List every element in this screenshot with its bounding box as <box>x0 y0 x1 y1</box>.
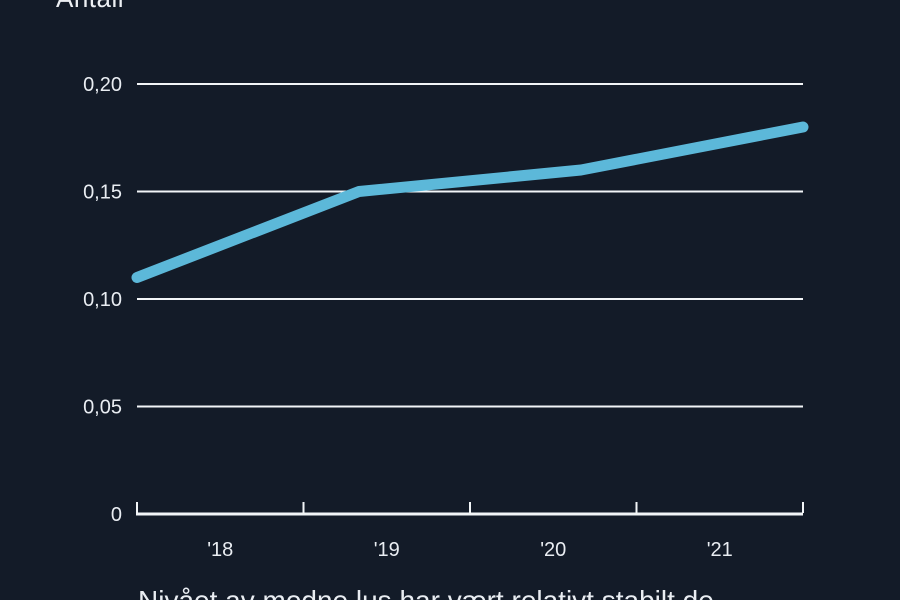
y-axis-tick-label: 0 <box>111 504 122 526</box>
x-axis-tick-label: '19 <box>374 539 400 561</box>
y-axis-tick-label: 0,20 <box>83 74 122 96</box>
y-axis-tick-label: 0,10 <box>83 289 122 311</box>
x-axis-tick-label: '21 <box>707 539 733 561</box>
chart-caption: Nivået av modne lus har vært relativt st… <box>138 584 714 600</box>
x-axis-tick-label: '20 <box>540 539 566 561</box>
y-axis-tick-label: 0,15 <box>83 182 122 204</box>
y-axis-tick-label: 0,05 <box>83 397 122 419</box>
x-axis-tick-label: '18 <box>207 539 233 561</box>
data-line-series <box>131 121 809 283</box>
chart-title: Antall <box>56 0 124 13</box>
